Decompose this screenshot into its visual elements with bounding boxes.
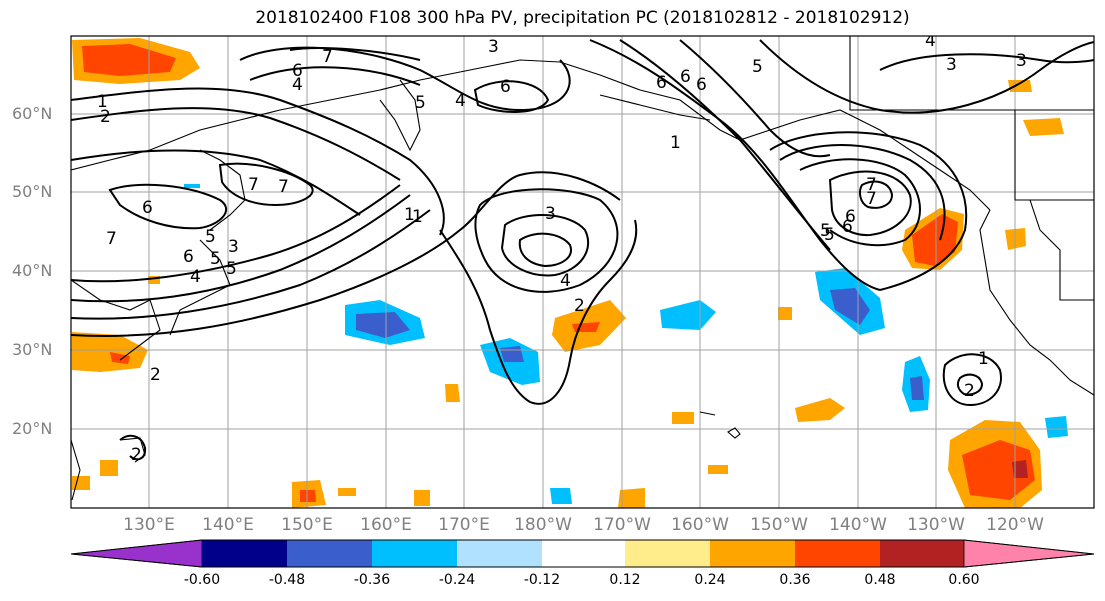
lon-label: 170°E xyxy=(438,515,490,535)
precip-negative-areas xyxy=(184,184,1068,504)
contour-label: 7 xyxy=(866,175,877,195)
lat-label: 20°N xyxy=(12,419,53,438)
contour-label: 5 xyxy=(820,221,831,241)
contour-label: 3 xyxy=(228,237,239,257)
lon-label: 150°W xyxy=(750,515,808,535)
contour-label: 6 xyxy=(845,207,856,227)
contour-label: 6 xyxy=(680,67,691,87)
pv-contours xyxy=(71,39,1094,461)
map-frame xyxy=(70,35,1095,509)
contour-label-group: 1 2 3 4 5 6 7 6 4 1 2 6 7 7 3 6 5 5 3 6 … xyxy=(97,31,1027,465)
contour-label: 1 xyxy=(404,205,415,225)
precip-positive-areas xyxy=(72,38,1064,508)
contour-label: 4 xyxy=(455,91,466,111)
colorbar-segment xyxy=(625,540,710,567)
lon-label: 140°E xyxy=(202,515,254,535)
colorbar-extend-low xyxy=(70,539,203,568)
lon-label: 150°E xyxy=(281,515,333,535)
colorbar-segment xyxy=(202,540,287,567)
contour-label: 2 xyxy=(131,445,142,465)
colorbar-segment xyxy=(457,540,542,567)
contour-label: 4 xyxy=(560,271,571,291)
contour-label: 5 xyxy=(752,57,763,77)
contour-label: 6 xyxy=(656,73,667,93)
colorbar-tick-label: 0.12 xyxy=(609,572,641,588)
lat-label: 50°N xyxy=(12,182,53,201)
contour-label: 1 xyxy=(97,92,108,112)
contour-label: 5 xyxy=(415,93,426,113)
contour-label: 2 xyxy=(150,365,161,385)
graticule xyxy=(71,36,1094,508)
contour-label: 2 xyxy=(574,296,585,316)
colorbar-tick-label: -0.48 xyxy=(268,572,306,588)
colorbar-segment xyxy=(880,540,964,567)
lon-label: 140°W xyxy=(829,515,887,535)
contour-label: 1 xyxy=(670,133,681,153)
contour-label: 4 xyxy=(292,75,303,95)
contour-label: 3 xyxy=(545,204,556,224)
map-title: 2018102400 F108 300 hPa PV, precipitatio… xyxy=(255,8,910,28)
lon-label: 180°W xyxy=(514,515,572,535)
colorbar-outline xyxy=(70,539,1095,568)
colorbar-tick-label: -0.12 xyxy=(523,572,561,588)
contour-label: 6 xyxy=(142,198,153,218)
contour-label: 6 xyxy=(842,217,853,237)
lon-label: 120°W xyxy=(986,515,1044,535)
lat-label: 30°N xyxy=(12,340,53,359)
colorbar-segment xyxy=(795,540,880,567)
colorbar-tick-label: 0.24 xyxy=(694,572,726,588)
colorbar-tick-label: -0.24 xyxy=(438,572,476,588)
contour-label: 4 xyxy=(925,31,936,51)
lon-label: 130°E xyxy=(123,515,175,535)
colorbar-segment xyxy=(287,540,372,567)
contour-label: 6 xyxy=(183,247,194,267)
contour-label: 6 xyxy=(696,75,707,95)
colorbar-tick-label: 0.48 xyxy=(864,572,896,588)
colorbar-segment xyxy=(710,540,795,567)
contour-label: 2 xyxy=(100,107,111,127)
contour-label: 7 xyxy=(106,229,117,249)
colorbar-segment xyxy=(542,540,625,567)
lat-label: 40°N xyxy=(12,261,53,280)
colorbar-tick-label: 0.60 xyxy=(948,572,980,588)
contour-label: 5 xyxy=(226,259,237,279)
contour-label: 3 xyxy=(488,37,499,57)
contour-label: 5 xyxy=(205,227,216,247)
colorbar-tick-label: -0.36 xyxy=(353,572,391,588)
contour-label: 3 xyxy=(946,55,957,75)
contour-label: 5 xyxy=(210,249,221,269)
contour-label: 4 xyxy=(190,267,201,287)
contour-label: 1 xyxy=(978,349,989,369)
lon-label: 170°W xyxy=(593,515,651,535)
colorbar xyxy=(70,539,1095,568)
lat-label: 60°N xyxy=(12,104,53,123)
contour-label: 7 xyxy=(248,175,259,195)
contour-label: 5 xyxy=(824,225,835,245)
contour-label: 6 xyxy=(292,61,303,81)
lon-label: 130°W xyxy=(907,515,965,535)
lon-label: 160°E xyxy=(360,515,412,535)
contour-label: 2 xyxy=(964,381,975,401)
contour-label: 7 xyxy=(278,177,289,197)
lon-label: 160°W xyxy=(671,515,729,535)
contour-label: 3 xyxy=(1016,51,1027,71)
contour-label: 6 xyxy=(500,77,511,97)
colorbar-segment xyxy=(372,540,457,567)
contour-label: 7 xyxy=(866,189,877,209)
contour-label: 7 xyxy=(322,47,333,67)
colorbar-tick-label: 0.36 xyxy=(779,572,811,588)
contour-label: 1 xyxy=(412,207,423,227)
colorbar-tick-label: -0.60 xyxy=(183,572,221,588)
colorbar-extend-high xyxy=(963,539,1095,568)
